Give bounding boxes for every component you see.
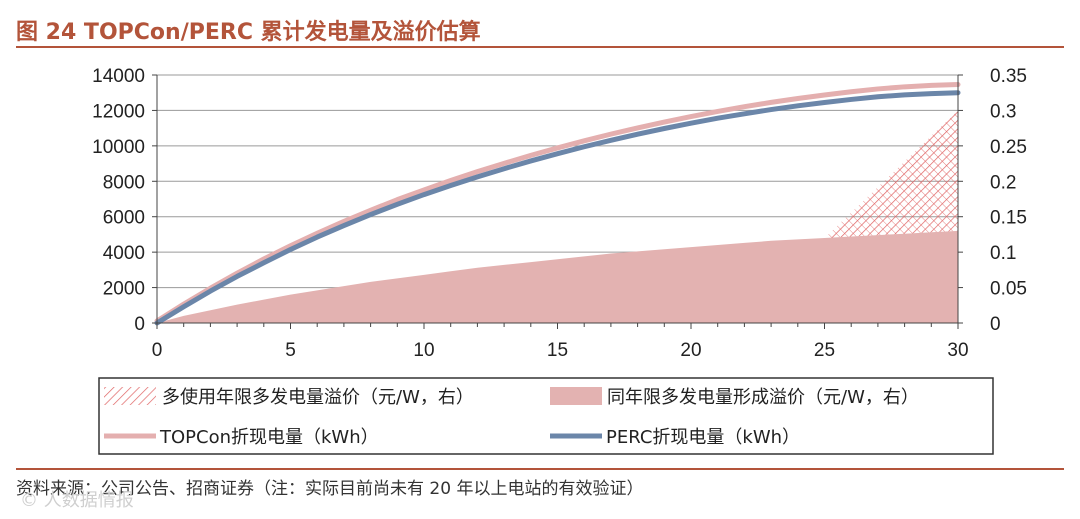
y-right-tick-label: 0.25 xyxy=(990,137,1027,158)
y-left-tick-label: 2000 xyxy=(103,279,145,300)
y-left-tick-label: 10000 xyxy=(92,137,145,158)
source-note: 资料来源：公司公告、招商证券（注：实际目前尚未有 20 年以上电站的有效验证） xyxy=(16,479,644,499)
x-tick-label: 20 xyxy=(680,340,701,361)
y-right-tick-label: 0.05 xyxy=(990,279,1027,300)
y-left-tick-label: 8000 xyxy=(103,172,145,193)
chart-title: 图 24 TOPCon/PERC 累计发电量及溢价估算 xyxy=(16,20,481,45)
y-left-tick-label: 6000 xyxy=(103,208,145,229)
y-right-tick-label: 0.1 xyxy=(990,243,1016,264)
y-right-tick-label: 0.35 xyxy=(990,66,1027,87)
perc-line xyxy=(154,90,961,326)
title-rule xyxy=(16,46,1064,48)
tick-labels: 0 2000 4000 6000 8000 10000 12000 14000 0 0.05 0.1… xyxy=(92,66,1027,361)
x-tick-label: 10 xyxy=(413,340,434,361)
y-left-tick-label: 12000 xyxy=(92,101,145,122)
y-right-tick-label: 0.2 xyxy=(990,172,1016,193)
x-tick-label: 0 xyxy=(152,340,163,361)
y-left-tick-label: 4000 xyxy=(103,243,145,264)
y-right-tick-label: 0.3 xyxy=(990,101,1016,122)
x-tick-label: 30 xyxy=(947,340,968,361)
legend-box xyxy=(98,377,994,455)
extended-life-premium-crosshatch xyxy=(824,110,958,238)
x-tick-label: 5 xyxy=(285,340,296,361)
y-left-tick-label: 0 xyxy=(134,314,145,335)
source-rule xyxy=(16,468,1064,470)
axes xyxy=(152,74,963,329)
y-right-tick-label: 0.15 xyxy=(990,208,1027,229)
same-period-premium-area xyxy=(157,230,958,323)
watermark: © 人数据情报 xyxy=(20,490,134,511)
legend-label: 多使用年限多发电量溢价（元/W，右） xyxy=(162,387,474,408)
legend-label: 同年限多发电量形成溢价（元/W，右） xyxy=(607,387,919,408)
topcon-line xyxy=(154,82,961,324)
legend-label: TOPCon折现电量（kWh） xyxy=(159,427,379,448)
line-series xyxy=(154,82,961,326)
x-tick-label: 25 xyxy=(814,340,835,361)
legend-label: PERC折现电量（kWh） xyxy=(606,427,800,448)
area-series xyxy=(157,110,958,323)
legend-swatch-fill xyxy=(550,387,602,405)
x-tick-label: 15 xyxy=(547,340,568,361)
legend-swatch-hatch xyxy=(104,387,156,405)
legend: 多使用年限多发电量溢价（元/W，右） 同年限多发电量形成溢价（元/W，右） TOPC… xyxy=(98,377,994,455)
y-right-tick-label: 0 xyxy=(990,314,1001,335)
y-left-tick-label: 14000 xyxy=(92,66,145,87)
